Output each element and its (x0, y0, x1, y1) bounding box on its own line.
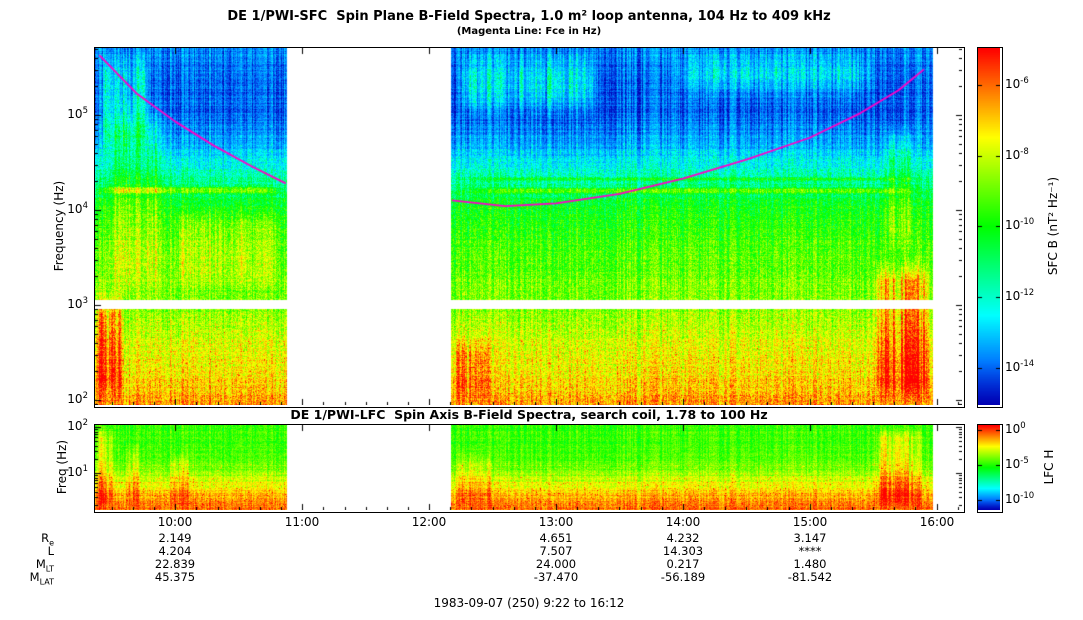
sfc-colorbar-tick-label: 10-10 (1005, 217, 1035, 232)
sfc-subtitle: (Magenta Line: Fce in Hz) (456, 26, 602, 37)
x-tick-label: 11:00 (284, 515, 320, 529)
x-tick-label: 14:00 (665, 515, 701, 529)
ephemeris-label-text: M (35, 557, 46, 571)
ephemeris-value: -81.542 (787, 570, 833, 584)
sfc-colorbar-tick-label: 10-8 (1005, 147, 1029, 162)
ephemeris-value: -37.470 (533, 570, 579, 584)
lfc-spectrogram-canvas (95, 425, 962, 510)
sfc-y-tick-label: 105 (67, 106, 88, 121)
sfc-colorbar-tick-label: 10-14 (1005, 359, 1035, 374)
ephemeris-label-text: M (29, 570, 40, 584)
ephemeris-row-label-mlat: MLAT (0, 570, 54, 586)
ephemeris-label-text: R (41, 531, 50, 545)
sfc-ylabel: Frequency (Hz) (52, 180, 66, 272)
lfc-colorbar-tick-label: 10-10 (1005, 491, 1035, 506)
sfc-y-tick-label: 103 (67, 296, 88, 311)
sfc-colorbar-tick-label: 10-12 (1005, 288, 1035, 303)
sfc-colorbar (977, 47, 1003, 408)
ephemeris-value: 7.507 (539, 544, 573, 558)
ephemeris-value: 14.303 (662, 544, 704, 558)
ephemeris-label-sub: e (49, 538, 54, 548)
sfc-colorbar-tick-label: 10-6 (1005, 76, 1029, 91)
x-tick-label: 10:00 (157, 515, 193, 529)
lfc-colorbar-tick-label: 10-5 (1005, 456, 1029, 471)
ephemeris-value: 4.651 (539, 531, 573, 545)
lfc-title: DE 1/PWI-LFC Spin Axis B-Field Spectra, … (290, 407, 768, 422)
ephemeris-value: 4.204 (158, 544, 192, 558)
lfc-y-tick-label: 101 (67, 464, 88, 479)
x-tick-label: 13:00 (538, 515, 574, 529)
ephemeris-value: 4.232 (666, 531, 700, 545)
x-tick-label: 16:00 (919, 515, 955, 529)
ephemeris-label-text: L (47, 544, 54, 558)
sfc-colorbar-label: SFC B (nT² Hz⁻¹) (1046, 176, 1060, 276)
ephemeris-label-sub: LT (45, 564, 54, 574)
sfc-spectrogram (94, 47, 965, 408)
ephemeris-value: 0.217 (666, 557, 700, 571)
ephemeris-value: 24.000 (535, 557, 577, 571)
time-range-footer: 1983-09-07 (250) 9:22 to 16:12 (433, 596, 625, 610)
lfc-spectrogram (94, 424, 965, 513)
ephemeris-label-sub: LAT (39, 577, 54, 587)
lfc-colorbar-label: LFC H (1042, 449, 1056, 485)
ephemeris-value: 3.147 (793, 531, 827, 545)
ephemeris-row-label-re: Re (0, 531, 54, 547)
x-tick-label: 12:00 (411, 515, 447, 529)
sfc-colorbar-canvas (978, 48, 1000, 405)
ephemeris-value: -56.189 (660, 570, 706, 584)
sfc-spectrogram-canvas (95, 48, 962, 405)
lfc-colorbar-tick-label: 100 (1005, 421, 1026, 436)
sfc-title: DE 1/PWI-SFC Spin Plane B-Field Spectra,… (227, 9, 831, 24)
ephemeris-row-label-l: L (0, 544, 54, 560)
x-tick-label: 15:00 (792, 515, 828, 529)
lfc-colorbar (977, 424, 1003, 513)
sfc-y-tick-label: 102 (67, 391, 88, 406)
ephemeris-value: 1.480 (793, 557, 827, 571)
lfc-y-tick-label: 102 (67, 418, 88, 433)
lfc-colorbar-canvas (978, 425, 1000, 510)
ephemeris-value: **** (798, 544, 822, 558)
sfc-y-tick-label: 104 (67, 201, 88, 216)
ephemeris-row-label-mlt: MLT (0, 557, 54, 573)
ephemeris-value: 22.839 (154, 557, 196, 571)
ephemeris-value: 2.149 (158, 531, 192, 545)
ephemeris-value: 45.375 (154, 570, 196, 584)
